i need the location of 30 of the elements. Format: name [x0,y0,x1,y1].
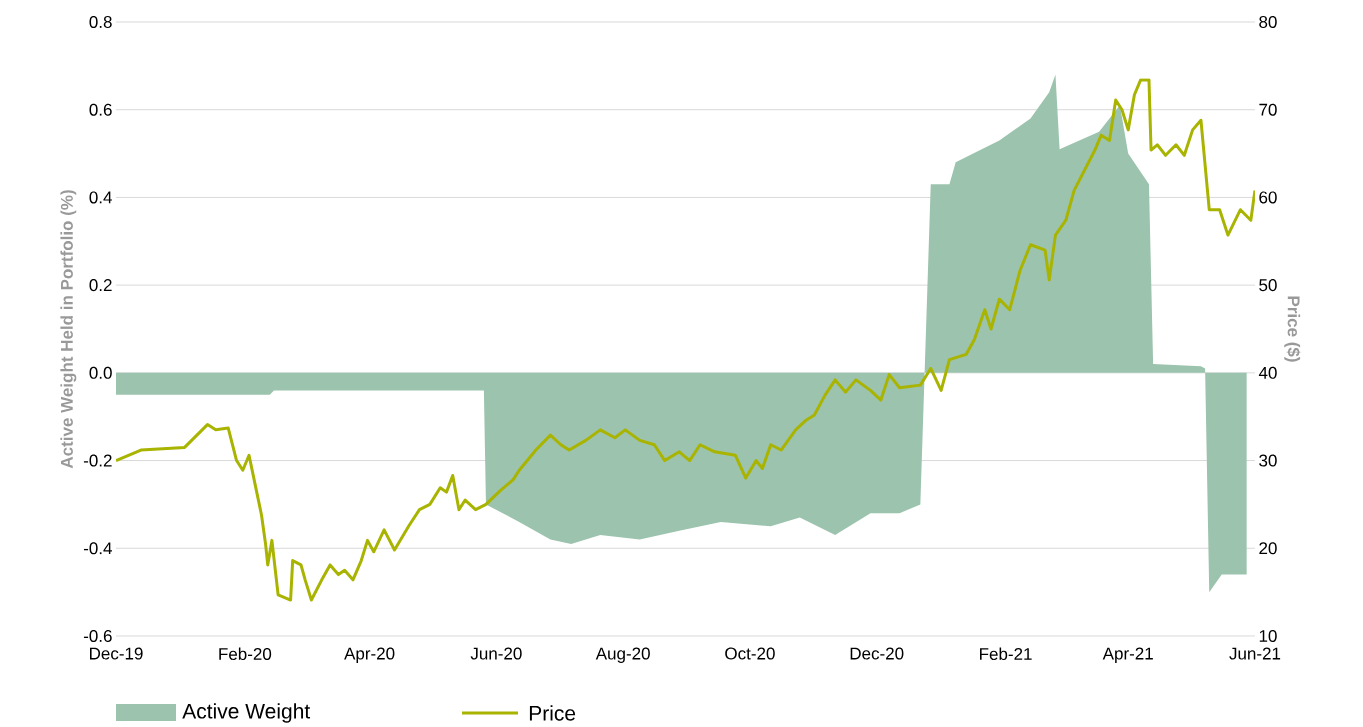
x-tick-label: Dec-20 [850,647,904,660]
y-tick-label: -0.2 [83,454,112,467]
x-tick-label: Aug-20 [595,647,650,663]
x-tick-label: Jun-21 [1229,647,1281,660]
x-tick-label: Feb-20 [219,647,272,661]
y2-tick-label: 30 [1259,454,1277,467]
y2-axis-title: Price ($) [1284,296,1301,362]
legend-label: Price [529,705,576,721]
y-tick-label: 0.4 [89,191,112,204]
x-tick-label: Feb-21 [980,647,1032,661]
y-tick-label: 0.0 [89,366,112,379]
x-tick-label: Apr-20 [344,647,395,663]
y2-tick-label: 60 [1259,191,1277,204]
y2-tick-label: 10 [1259,629,1277,643]
legend-label: Active Weight [182,703,311,723]
y2-tick-label: 80 [1259,15,1277,29]
y-tick-label: 0.8 [89,15,112,29]
y2-tick-label: 50 [1259,279,1277,292]
y2-tick-label: 20 [1259,542,1277,555]
y-axis-title: Active Weight Held in Portfolio (%) [60,190,77,469]
y-tick-label: -0.4 [83,542,112,555]
x-tick-label: Oct-20 [725,647,775,660]
y2-tick-label: 40 [1258,366,1277,379]
x-tick-label: Dec-19 [90,647,143,660]
y-tick-label: 0.2 [89,279,112,292]
y2-tick-label: 70 [1259,103,1277,116]
x-tick-label: Jun-20 [470,647,522,660]
y-tick-label: -0.6 [83,629,112,643]
y-tick-label: 0.6 [89,103,112,116]
x-tick-label: Apr-21 [1102,647,1153,663]
